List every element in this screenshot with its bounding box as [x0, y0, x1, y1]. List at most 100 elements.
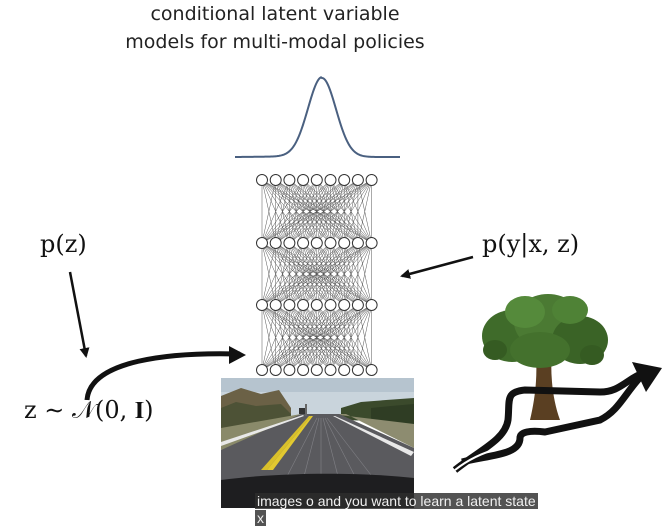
- network-edge: [261, 304, 345, 371]
- network-edge: [316, 179, 372, 244]
- network-edge: [261, 304, 331, 371]
- network-node: [351, 364, 364, 376]
- caption-text: images o and you want to learn a latent …: [255, 493, 538, 526]
- network-edge: [289, 304, 372, 371]
- network-node: [297, 237, 310, 249]
- network-node: [365, 237, 378, 249]
- network-edge: [302, 304, 372, 371]
- network-edge: [261, 304, 290, 371]
- sample-arrowhead: [229, 346, 246, 364]
- network-edge: [330, 242, 372, 306]
- network-node: [338, 299, 351, 311]
- prior-label: p(z): [40, 230, 87, 258]
- network-edge: [343, 179, 372, 244]
- network-edge: [261, 242, 290, 306]
- network-edge: [261, 242, 372, 306]
- network-node: [256, 237, 268, 249]
- network-node: [269, 299, 282, 311]
- network-node: [324, 174, 337, 186]
- network-edge: [261, 304, 359, 371]
- network-edge: [261, 304, 372, 371]
- network-node: [365, 174, 378, 186]
- network-edge: [357, 179, 372, 244]
- network-edge: [261, 179, 276, 244]
- network-node: [365, 299, 378, 311]
- network-node: [269, 237, 282, 249]
- network-node: [283, 299, 296, 311]
- network-node: [351, 237, 364, 249]
- subtitle-caption: images o and you want to learn a latent …: [255, 493, 540, 527]
- network-edge: [261, 179, 304, 244]
- network-node: [365, 364, 378, 376]
- network-node: [324, 299, 337, 311]
- multimodal-paths-arrow: [452, 362, 662, 473]
- tree-icon: [482, 294, 608, 420]
- network-edge: [330, 304, 372, 371]
- network-edge: [261, 242, 317, 306]
- network-node: [283, 364, 296, 376]
- network-edges: [261, 179, 372, 371]
- network-edge: [261, 304, 317, 371]
- network-edge: [343, 242, 372, 306]
- network-edge: [261, 242, 331, 306]
- network-edge: [330, 179, 372, 244]
- network-edge: [261, 242, 304, 306]
- network-edge: [261, 304, 304, 371]
- network-edge: [261, 179, 317, 244]
- network-node: [351, 174, 364, 186]
- policy-label-arrow: [400, 255, 474, 279]
- network-node: [297, 364, 310, 376]
- policy-label: p(y|x, z): [482, 230, 580, 258]
- network-edge: [357, 304, 372, 371]
- network-edge: [261, 242, 345, 306]
- network-node: [338, 237, 351, 249]
- network-edge: [261, 242, 359, 306]
- network-edge: [275, 304, 372, 371]
- network-edge: [343, 304, 372, 371]
- road-photo: [221, 378, 414, 508]
- gaussian-distribution-curve: [234, 76, 400, 158]
- network-edge: [302, 242, 372, 306]
- network-node: [256, 299, 268, 311]
- network-edge: [289, 179, 372, 244]
- network-node: [338, 364, 351, 376]
- network-node: [324, 364, 337, 376]
- network-edge: [261, 179, 290, 244]
- network-node: [283, 174, 296, 186]
- network-nodes: [256, 174, 378, 376]
- network-node: [338, 174, 351, 186]
- title-line-2: models for multi-modal policies: [125, 31, 425, 53]
- network-edge: [261, 242, 276, 306]
- network-edge: [261, 179, 331, 244]
- network-edge: [316, 304, 372, 371]
- network-node: [310, 364, 323, 376]
- network-node: [269, 364, 282, 376]
- network-node: [310, 174, 323, 186]
- network-edge: [261, 179, 359, 244]
- network-node: [310, 299, 323, 311]
- network-node: [324, 237, 337, 249]
- slide-title: conditional latent variable models for m…: [0, 0, 550, 56]
- network-node: [297, 299, 310, 311]
- network-edge: [261, 179, 345, 244]
- network-edge: [302, 179, 372, 244]
- prior-to-sample-arrow: [68, 271, 90, 358]
- title-line-1: conditional latent variable: [150, 3, 400, 25]
- network-edge: [261, 179, 372, 244]
- sample-to-network-arrow: [84, 351, 241, 401]
- network-edge: [289, 242, 372, 306]
- network-node: [256, 174, 268, 186]
- network-edge: [357, 242, 372, 306]
- network-edge: [275, 179, 372, 244]
- network-node: [310, 237, 323, 249]
- network-edge: [275, 242, 372, 306]
- latent-sample-label: z ∼ 𝒩(0, 𝐈): [24, 396, 154, 424]
- network-node: [256, 364, 268, 376]
- network-node: [283, 237, 296, 249]
- network-edge: [316, 242, 372, 306]
- network-node: [269, 174, 282, 186]
- network-node: [351, 299, 364, 311]
- network-node: [297, 174, 310, 186]
- network-edge: [261, 304, 276, 371]
